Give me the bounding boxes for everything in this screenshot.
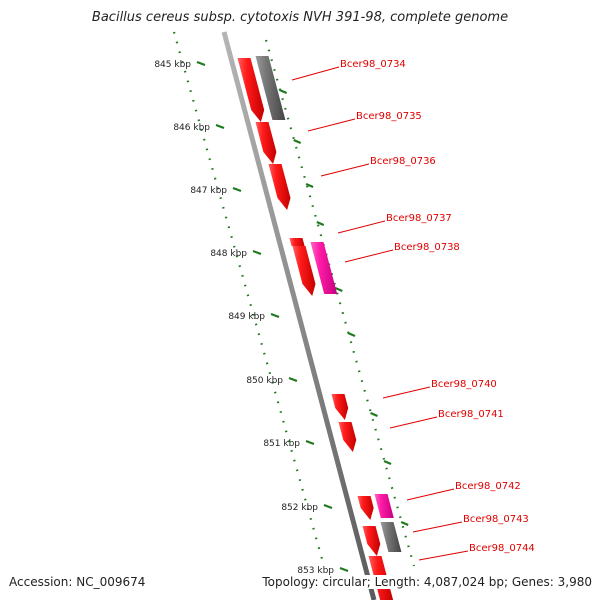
genome-backbone <box>221 31 377 600</box>
track-tick <box>305 182 314 189</box>
gene-block-gray <box>380 522 402 552</box>
gene-arrow <box>292 246 316 296</box>
gene-label[interactable]: Bcer98_0743 <box>463 514 529 525</box>
gene-track-guide <box>264 39 416 567</box>
scale-tick <box>232 186 242 193</box>
scale-tick-label: 853 kbp <box>297 566 334 576</box>
gene-label[interactable]: Bcer98_0742 <box>455 481 521 492</box>
scale-tick-label: 846 kbp <box>173 123 210 133</box>
gene-label[interactable]: Bcer98_0735 <box>356 111 422 122</box>
gene-arrow <box>362 526 381 556</box>
track-tick <box>400 520 409 527</box>
scale-axis <box>172 31 326 567</box>
scale-tick <box>339 566 349 573</box>
scale-tick <box>323 503 333 510</box>
scale-tick <box>196 60 206 67</box>
gene-arrow <box>237 58 265 122</box>
gene-labels: Bcer98_0734 Bcer98_0735 Bcer98_0736 Bcer98_… <box>291 59 535 561</box>
scale-tick <box>288 376 298 383</box>
gene-label-leader <box>389 416 438 429</box>
gene-label-leader <box>291 66 340 81</box>
accession-text: Accession: NC_009674 <box>9 575 150 589</box>
gene-block-gray <box>255 56 286 120</box>
gene-arrow-pink <box>310 242 338 294</box>
scale-tick <box>215 123 225 130</box>
gene-arrow <box>289 238 305 246</box>
gene-arrow <box>331 394 349 420</box>
scale-ticks: 845 kbp 846 kbp 847 kbp 848 kbp 849 kbp 850 k… <box>154 60 409 576</box>
track-tick <box>383 459 392 466</box>
track-tick <box>347 331 356 338</box>
gene-label[interactable]: Bcer98_0740 <box>431 379 497 390</box>
gene-arrow <box>255 122 277 164</box>
gene-label-leader <box>320 163 370 177</box>
scale-tick-label: 850 kbp <box>246 376 283 386</box>
gene-label[interactable]: Bcer98_0736 <box>370 156 436 167</box>
gene-label-leader <box>418 550 469 561</box>
gene-arrow <box>357 496 374 520</box>
gene-label[interactable]: Bcer98_0741 <box>438 409 504 420</box>
genome-summary-text: Topology: circular; Length: 4,087,024 bp… <box>258 575 592 589</box>
track-tick <box>279 88 288 95</box>
gene-arrow <box>268 164 291 210</box>
track-tick <box>334 286 343 293</box>
gene-label[interactable]: Bcer98_0737 <box>386 213 452 224</box>
track-tick <box>316 220 325 227</box>
gene-arrow <box>338 422 357 452</box>
scale-tick-label: 849 kbp <box>228 312 265 322</box>
scale-tick-label: 851 kbp <box>263 439 300 449</box>
track-tick <box>370 411 378 418</box>
gene-label-leader <box>406 488 455 501</box>
gene-label-leader <box>307 118 356 132</box>
gene-label-leader <box>337 220 386 234</box>
gene-label[interactable]: Bcer98_0738 <box>394 242 460 253</box>
gene-label-leader <box>412 521 463 533</box>
scale-tick <box>252 249 262 256</box>
scale-tick-label: 847 kbp <box>190 186 227 196</box>
scale-tick-label: 845 kbp <box>154 60 191 70</box>
track-tick <box>293 138 302 145</box>
scale-tick <box>270 312 280 319</box>
gene-label-leader <box>344 249 394 263</box>
map-title: Bacillus cereus subsp. cytotoxis NVH 391… <box>91 10 509 25</box>
gene-features <box>237 56 402 600</box>
scale-tick-label: 852 kbp <box>281 503 318 513</box>
gene-label-leader <box>382 386 431 399</box>
scale-tick-label: 848 kbp <box>210 249 247 259</box>
gene-arrow-pink <box>374 494 394 518</box>
gene-label[interactable]: Bcer98_0734 <box>340 59 406 70</box>
gene-label[interactable]: Bcer98_0744 <box>469 543 535 554</box>
scale-tick <box>305 439 315 446</box>
